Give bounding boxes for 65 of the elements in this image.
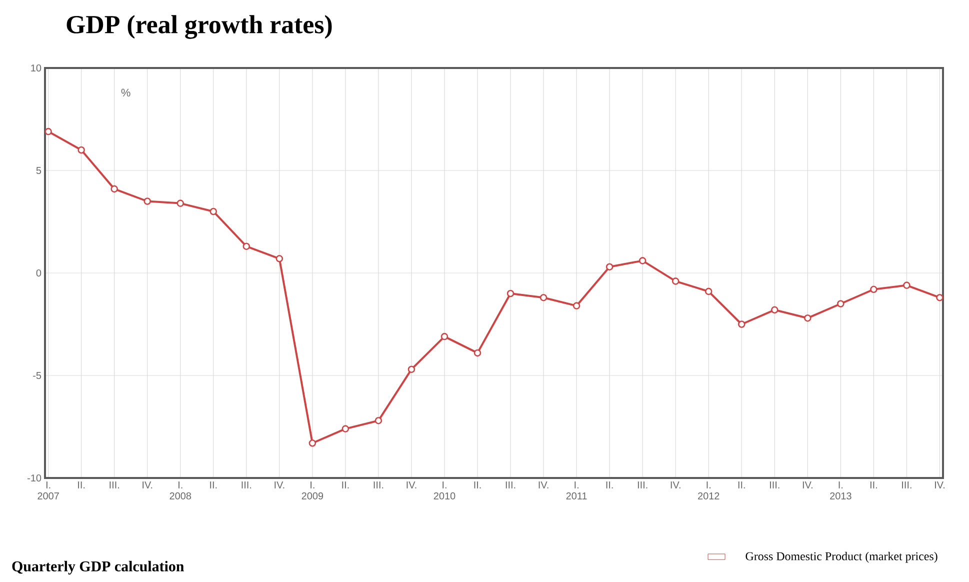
x-tick-label: III. [374, 482, 384, 488]
x-tick-label: IV. [406, 482, 416, 488]
x-tick-label: III. [770, 482, 780, 488]
x-tick-label: II. [342, 482, 349, 488]
x-tick-label: IV. [274, 482, 284, 488]
x-tick-label: III. [242, 482, 252, 488]
x-tick-label: II. [738, 482, 745, 488]
x-tick-label: I. 2007 [38, 482, 59, 500]
x-tick-label: I. 2013 [830, 482, 852, 500]
x-tick-label: I. 2010 [434, 482, 456, 500]
x-tick-label: I. 2008 [170, 482, 192, 500]
y-tick-label: 5 [36, 167, 42, 174]
y-tick-label: 10 [31, 64, 42, 72]
x-tick-label: IV. [670, 482, 680, 488]
point [903, 282, 910, 289]
x-tick-label: III. [638, 482, 648, 488]
x-tick-label: III. [110, 482, 119, 488]
x-tick-label: II. [78, 482, 85, 488]
x-tick-label: III. [902, 482, 912, 488]
point [408, 366, 416, 373]
point [837, 300, 844, 308]
y-tick-label: -10 [28, 474, 42, 482]
point [506, 290, 514, 298]
y-axis-title: % [121, 88, 130, 96]
text: Quarterly GDP calculation [12, 560, 184, 574]
y-tick-label: -5 [33, 372, 42, 379]
point [374, 416, 382, 424]
x-tick-label: II. [210, 482, 217, 488]
x-tick-label: II. [606, 482, 613, 488]
point [144, 198, 151, 205]
point [110, 185, 118, 193]
point [771, 306, 778, 314]
point [870, 286, 878, 294]
point [308, 440, 316, 447]
point [804, 314, 812, 322]
x-tick-label: II. [474, 482, 481, 488]
point [342, 425, 350, 432]
x-tick-label: IV. [935, 482, 944, 488]
point [242, 242, 250, 250]
point [276, 255, 284, 262]
x-tick-label: I. 2009 [302, 482, 324, 500]
point [210, 208, 218, 216]
point [738, 320, 746, 328]
chart-title: GDP (real growth rates) [66, 15, 332, 39]
point [572, 302, 580, 310]
x-tick-label: II. [870, 482, 877, 488]
point [78, 146, 85, 154]
point [606, 263, 614, 270]
point [540, 294, 548, 302]
x-tick-label: I. 2012 [698, 482, 720, 500]
point [44, 128, 52, 136]
point [704, 288, 712, 296]
x-tick-label: IV. [802, 482, 812, 488]
point [474, 349, 482, 357]
x-tick-label: III. [506, 482, 516, 488]
point [176, 200, 184, 207]
legend-label: Gross Domestic Product (market prices) [746, 552, 938, 563]
x-tick-label: I. 2011 [566, 482, 587, 500]
point [638, 257, 646, 264]
x-tick-label: IV. [142, 482, 152, 488]
point [440, 332, 448, 340]
point [936, 294, 944, 302]
point [672, 278, 680, 285]
y-tick-label: 0 [36, 269, 42, 277]
x-tick-label: IV. [538, 482, 548, 488]
